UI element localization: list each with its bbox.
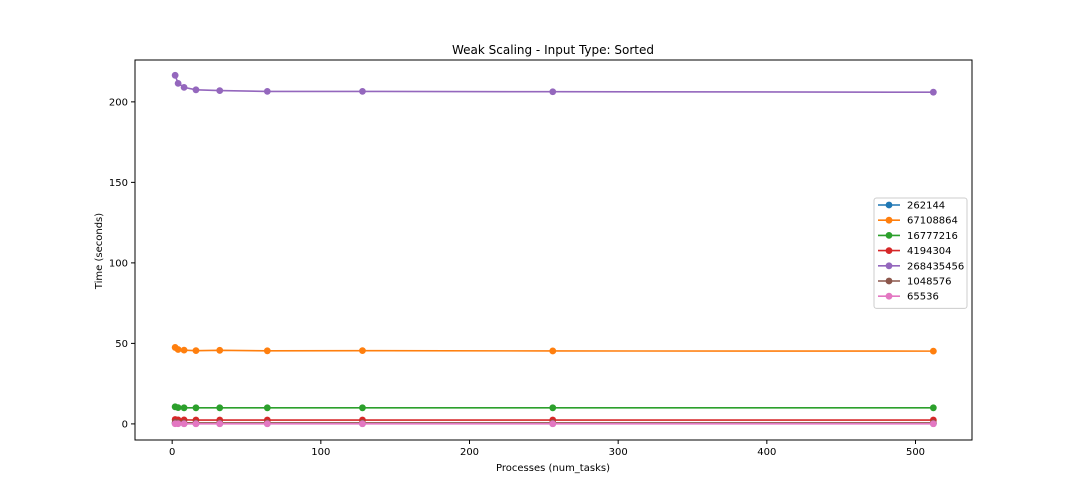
legend: 262144 67108864 16777216 4194304 268435456 10… — [873, 197, 968, 309]
legend-label: 67108864 — [907, 216, 958, 227]
data-point — [216, 420, 224, 428]
chart-title: Weak Scaling - Input Type: Sorted — [452, 43, 654, 57]
data-point — [549, 88, 557, 96]
data-point — [174, 346, 182, 353]
data-point — [180, 420, 188, 428]
legend-label: 65536 — [907, 292, 939, 303]
data-point — [180, 404, 188, 412]
data-point — [549, 347, 557, 355]
data-point — [263, 87, 271, 95]
y-tick-label: 50 — [115, 339, 128, 350]
data-point — [263, 404, 271, 412]
x-tick-label: 500 — [906, 447, 925, 458]
data-point — [549, 420, 557, 428]
axis-ticks: 0 100 200 300 400 500 0 50 100 150 200 — [109, 97, 925, 458]
legend-label: 16777216 — [907, 231, 958, 242]
x-tick-label: 300 — [609, 447, 628, 458]
data-point — [174, 404, 182, 412]
data-point — [174, 79, 182, 87]
y-tick-label: 150 — [109, 178, 128, 189]
legend-swatch-marker — [885, 277, 893, 285]
data-point — [929, 404, 937, 412]
x-tick-label: 100 — [311, 447, 330, 458]
data-point — [180, 346, 188, 354]
y-tick-label: 0 — [122, 419, 128, 430]
x-tick-label: 0 — [169, 447, 175, 458]
data-point — [192, 86, 200, 94]
data-point — [549, 404, 557, 412]
data-point — [359, 87, 366, 95]
data-point — [359, 420, 366, 428]
data-point — [192, 404, 200, 412]
y-tick-label: 100 — [109, 258, 128, 269]
legend-swatch-marker — [885, 201, 893, 209]
plot-frame — [134, 59, 973, 441]
legend-swatch-marker — [885, 216, 893, 224]
data-point — [263, 347, 271, 355]
data-point — [216, 404, 224, 412]
data-point — [180, 83, 188, 91]
data-point — [216, 87, 224, 94]
x-tick-label: 400 — [757, 447, 776, 458]
x-tick-label: 200 — [460, 447, 479, 458]
data-point — [359, 347, 366, 355]
data-point — [171, 71, 179, 79]
data-point — [192, 420, 200, 428]
data-point — [359, 404, 366, 412]
data-point — [174, 420, 182, 428]
data-point — [929, 347, 937, 355]
data-point — [216, 346, 224, 354]
data-point — [263, 420, 271, 428]
legend-swatch-marker — [885, 292, 893, 300]
legend-swatch-marker — [885, 247, 893, 255]
x-axis-label: Processes (num_tasks) — [496, 463, 610, 474]
legend-label: 4194304 — [907, 246, 952, 257]
legend-label: 262144 — [907, 201, 945, 212]
y-axis-label: Time (seconds) — [94, 213, 105, 290]
legend-label: 268435456 — [907, 261, 964, 272]
legend-swatch-marker — [885, 262, 893, 270]
data-point — [929, 88, 937, 96]
legend-label: 1048576 — [907, 277, 952, 288]
data-point — [192, 347, 200, 355]
data-point — [929, 420, 937, 428]
plot-area — [171, 71, 937, 428]
y-tick-label: 200 — [109, 97, 128, 108]
legend-swatch-marker — [885, 232, 893, 239]
